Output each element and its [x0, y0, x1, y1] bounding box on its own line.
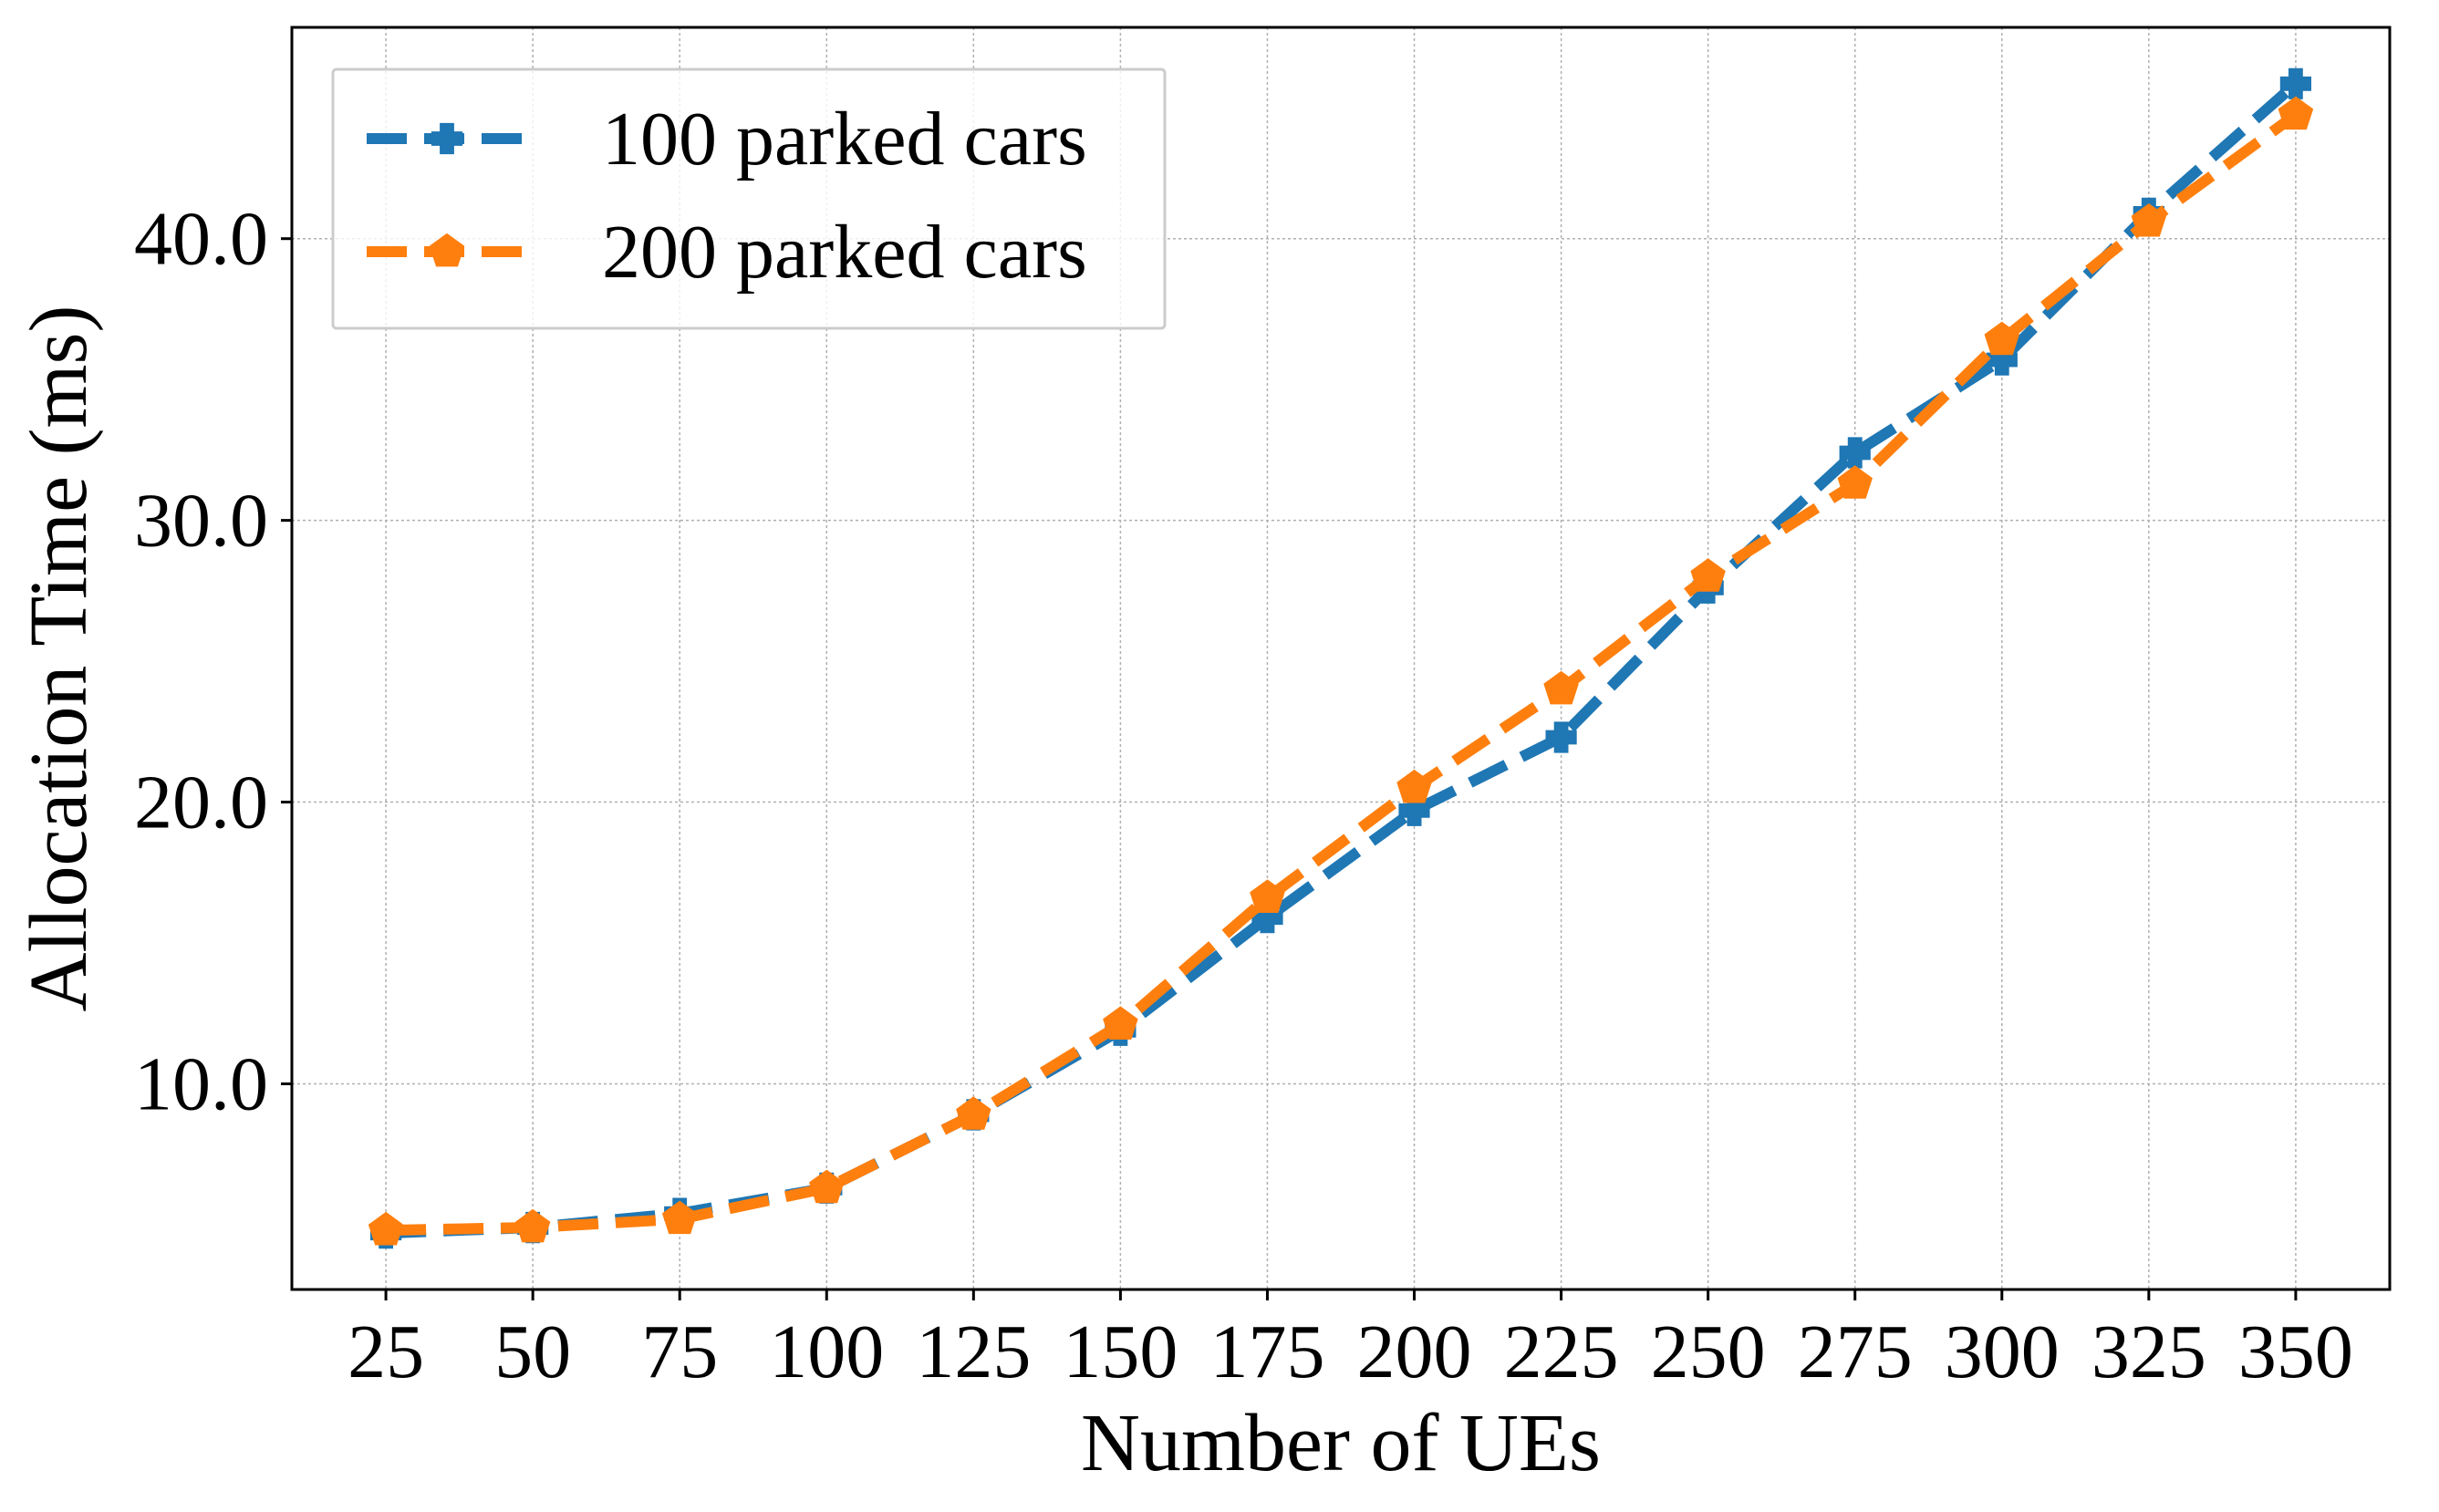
data-point — [1396, 769, 1432, 803]
data-point — [956, 1096, 991, 1130]
data-point — [661, 1200, 698, 1235]
legend-item-2: 200 parked cars — [367, 210, 1087, 295]
data-point — [368, 1211, 404, 1246]
data-point — [1837, 465, 1873, 499]
data-point — [1984, 321, 2020, 356]
x-axis-title: Number of UEs — [1081, 1398, 1601, 1488]
data-point — [2279, 67, 2311, 99]
plot-series — [368, 67, 2314, 1249]
legend-label: 200 parked cars — [602, 210, 1087, 295]
legend-marker — [429, 233, 465, 267]
data-point — [809, 1169, 845, 1204]
legend-label: 100 parked cars — [602, 97, 1087, 181]
data-point — [1839, 437, 1871, 469]
data-point — [1103, 1006, 1138, 1040]
x-tick-label: 100 — [769, 1310, 884, 1394]
y-tick-label: 10.0 — [134, 1041, 268, 1126]
x-tick-label: 275 — [1798, 1310, 1913, 1394]
x-tick-label: 225 — [1504, 1310, 1619, 1394]
x-axis-ticks: 25 50 75 100 125 150 175 200 225 250 275 300 325 350 — [348, 1289, 2353, 1394]
x-tick-label: 25 — [348, 1310, 424, 1394]
data-point — [1690, 558, 1726, 592]
data-point — [1398, 794, 1430, 826]
series-2 — [368, 96, 2314, 1246]
x-tick-label: 175 — [1209, 1310, 1324, 1394]
legend-box — [331, 67, 1167, 330]
series-line — [385, 109, 2299, 1237]
legend-marker — [431, 122, 463, 155]
data-point — [2278, 96, 2314, 130]
x-tick-label: 300 — [1945, 1310, 2060, 1394]
x-tick-label: 75 — [641, 1310, 718, 1394]
x-tick-label: 125 — [916, 1310, 1031, 1394]
x-tick-label: 350 — [2238, 1310, 2353, 1394]
y-tick-label: 20.0 — [134, 761, 268, 845]
y-tick-label: 40.0 — [134, 197, 268, 282]
data-point — [1543, 670, 1579, 705]
data-point — [1250, 879, 1285, 913]
x-tick-label: 250 — [1651, 1310, 1766, 1394]
data-point — [2131, 202, 2167, 237]
data-point — [514, 1208, 551, 1243]
plot-frame — [290, 26, 2392, 1291]
x-tick-label: 325 — [2091, 1310, 2206, 1394]
legend-item-1: 100 parked cars — [367, 97, 1087, 181]
data-point — [1545, 721, 1577, 753]
x-tick-label: 200 — [1357, 1310, 1472, 1394]
y-tick-label: 30.0 — [134, 479, 268, 564]
x-tick-label: 50 — [494, 1310, 571, 1394]
y-axis-ticks: 10.0 20.0 30.0 40.0 — [134, 197, 292, 1126]
legend: 100 parked cars 200 parked cars — [331, 67, 1167, 330]
y-axis-title: Allocation Time (ms) — [14, 305, 104, 1011]
x-tick-label: 150 — [1063, 1310, 1178, 1394]
